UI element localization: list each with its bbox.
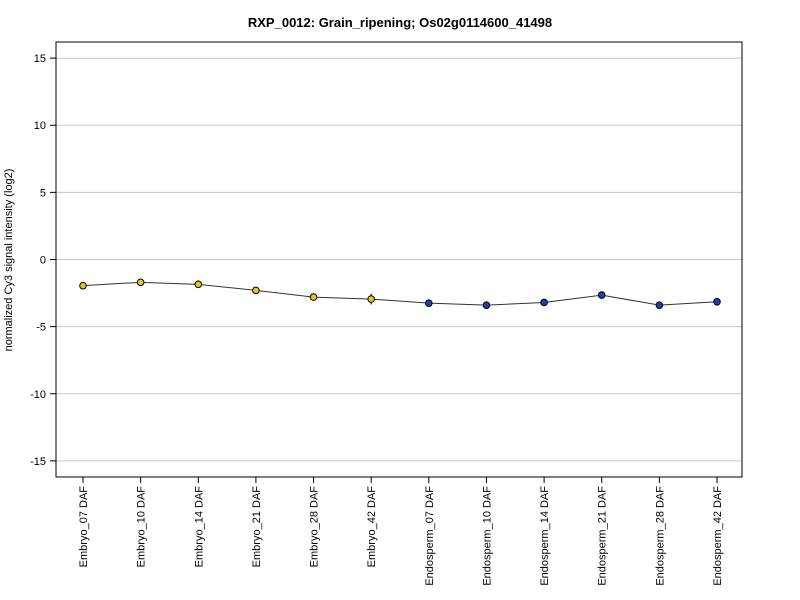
x-tick-label: Endosperm_07 DAF — [424, 486, 436, 586]
x-axis: Embryo_07 DAF Embryo_10 DAF Embryo_14 DAF E… — [78, 476, 724, 586]
gridlines — [56, 57, 742, 462]
y-tick-label: 5 — [40, 187, 46, 199]
y-tick-label: 15 — [34, 53, 46, 65]
x-tick-label: Embryo_14 DAF — [193, 486, 205, 568]
data-point — [425, 299, 433, 307]
data-point — [713, 297, 721, 306]
x-tick-label: Embryo_10 DAF — [136, 486, 148, 568]
y-tick-label: 0 — [40, 255, 46, 267]
y-tick-label: -5 — [36, 322, 46, 334]
data-point — [136, 278, 145, 287]
y-axis-label: normalized Cy3 signal intensity (log2) — [3, 169, 15, 352]
x-tick-label: Endosperm_10 DAF — [481, 486, 493, 586]
x-tick-label: Embryo_42 DAF — [366, 486, 378, 568]
data-point — [309, 293, 318, 301]
series — [79, 278, 721, 309]
x-tick-label: Endosperm_21 DAF — [597, 486, 609, 586]
x-tick-label: Endosperm_14 DAF — [539, 486, 551, 586]
data-point — [655, 301, 664, 309]
y-tick-label: -10 — [30, 389, 46, 401]
data-point — [482, 301, 491, 309]
y-axis: -15 -10 -5 0 5 10 15 — [30, 53, 57, 468]
data-point — [367, 295, 375, 303]
data-point — [597, 291, 606, 299]
x-tick-label: Endosperm_28 DAF — [654, 486, 666, 586]
x-tick-label: Embryo_21 DAF — [251, 486, 263, 568]
x-tick-label: Embryo_07 DAF — [78, 486, 90, 568]
data-point — [540, 298, 548, 307]
data-point — [79, 281, 87, 290]
y-tick-label: -15 — [30, 456, 46, 468]
y-tick-label: 10 — [34, 120, 46, 132]
data-point — [252, 286, 260, 295]
x-tick-label: Endosperm_42 DAF — [712, 486, 724, 586]
plot-frame — [55, 41, 743, 478]
x-tick-label: Embryo_28 DAF — [309, 486, 321, 568]
data-point — [194, 280, 203, 289]
chart-title: RXP_0012: Grain_ripening; Os02g0114600_4… — [248, 15, 552, 30]
series-line — [82, 281, 718, 306]
